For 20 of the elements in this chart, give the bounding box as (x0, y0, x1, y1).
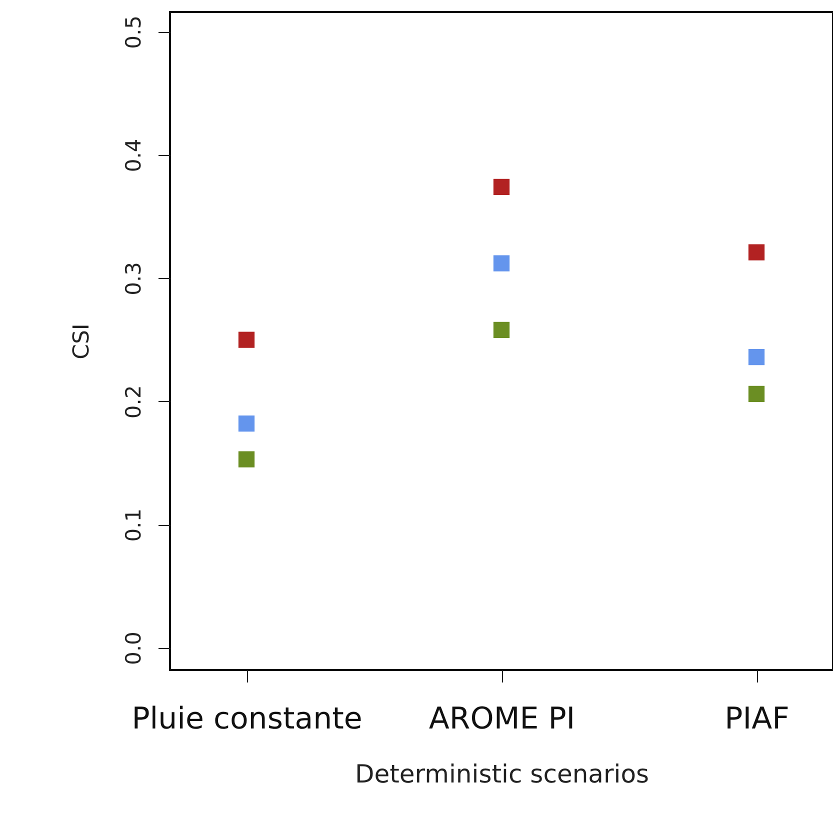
y-axis-title: CSI (70, 324, 94, 360)
x-tick-label: Pluie constante (132, 702, 362, 736)
point (238, 451, 255, 468)
point (238, 332, 255, 348)
x-tick-label: PIAF (724, 702, 790, 736)
y-tick-label: 0.4 (122, 138, 146, 172)
point (238, 415, 255, 432)
x-axis-title: Deterministic scenarios (354, 760, 650, 788)
point (493, 255, 510, 272)
point (493, 178, 510, 196)
y-tick-label: 0.0 (122, 632, 146, 666)
y-tick-label: 0.2 (122, 385, 146, 419)
point (493, 322, 510, 338)
point (748, 244, 765, 260)
y-tick-label: 0.5 (122, 16, 146, 49)
y-tick-label: 0.1 (122, 508, 146, 542)
point (748, 386, 765, 402)
x-tick-label: AROME PI (428, 702, 576, 736)
y-tick-label: 0.3 (122, 262, 146, 296)
point (748, 348, 765, 366)
